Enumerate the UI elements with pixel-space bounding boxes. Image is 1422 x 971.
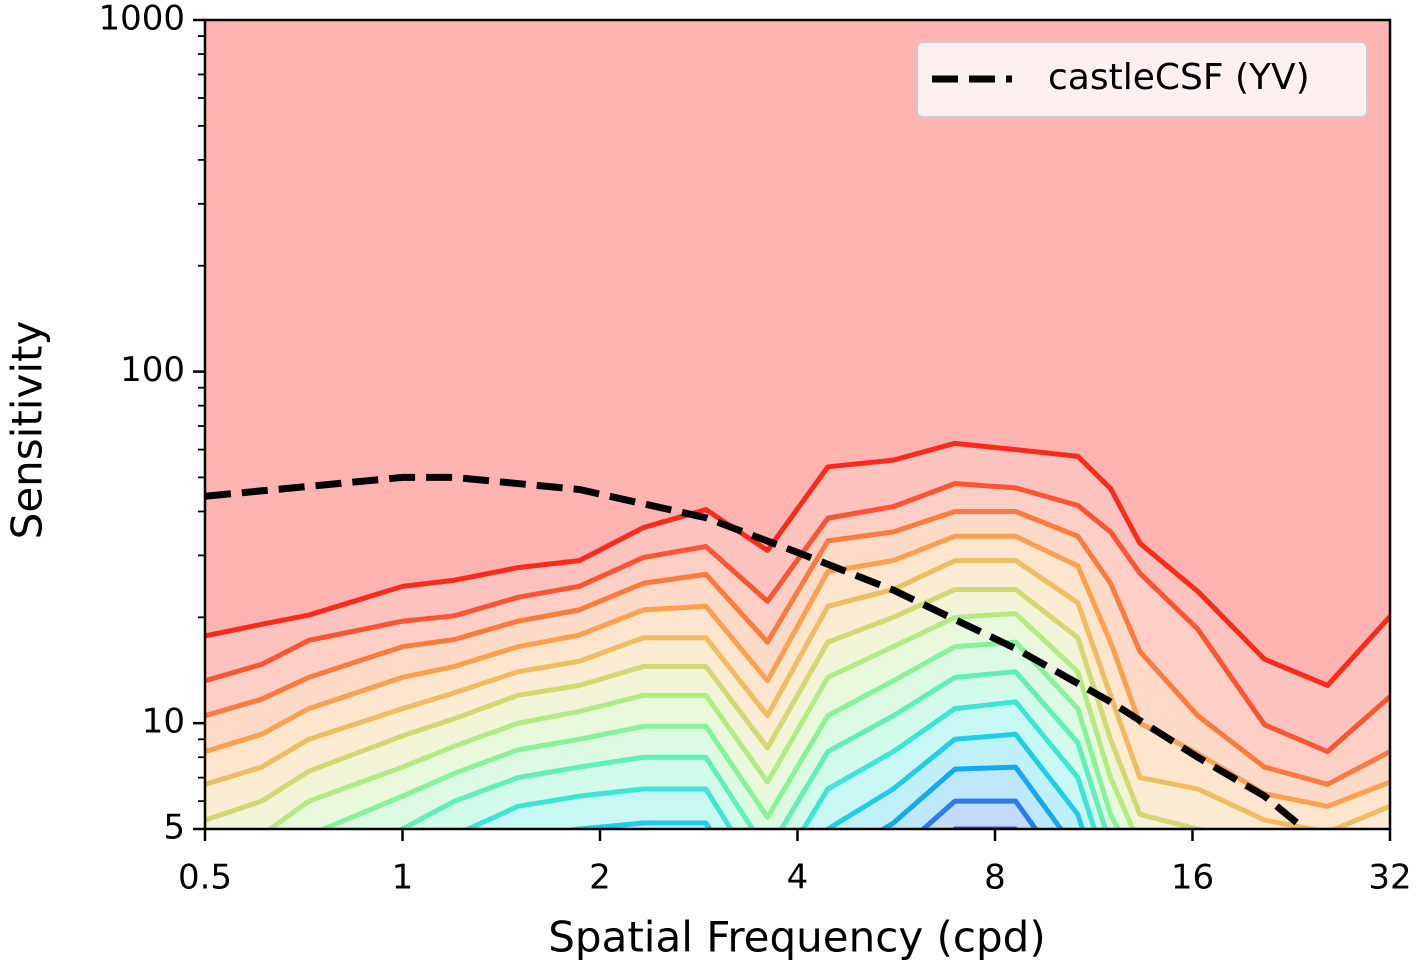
x-tick-label: 0.5: [178, 858, 232, 898]
y-tick-label: 1000: [98, 0, 185, 39]
contour-line: [462, 699, 1098, 829]
contour-line: [205, 508, 1390, 787]
legend-box: [916, 41, 1368, 118]
y-tick-label: 10: [142, 702, 185, 742]
x-tick-label: 32: [1368, 858, 1411, 898]
y-tick-label: 5: [163, 808, 185, 848]
x-tick-label: 2: [589, 858, 611, 898]
contour-line: [396, 669, 1109, 829]
contour-line: [317, 639, 1121, 829]
legend-label: castleCSF (YV): [1048, 57, 1310, 98]
axes: 0.5 1 2 4 8 16 32 5 10 100 1000: [98, 0, 1411, 898]
y-axis-label: Sensitivity: [3, 321, 52, 540]
x-tick-label: 16: [1171, 858, 1214, 898]
contour-line: [205, 558, 1390, 829]
contour-fill: [923, 801, 1036, 829]
contour-line: [205, 440, 1390, 688]
y-tick-label: 100: [120, 350, 185, 390]
x-tick-label: 8: [984, 858, 1006, 898]
contour-line: [266, 611, 1136, 829]
legend: castleCSF (YV): [916, 41, 1368, 118]
plot-area: [205, 440, 1390, 829]
contour-line: [205, 586, 1209, 829]
x-tick-label: 1: [392, 858, 414, 898]
x-tick-label: 4: [787, 858, 809, 898]
csf-line: [205, 473, 1307, 829]
x-axis-label: Spatial Frequency (cpd): [548, 913, 1045, 962]
contour-line: [205, 481, 1390, 755]
contour-line: [205, 533, 1390, 809]
